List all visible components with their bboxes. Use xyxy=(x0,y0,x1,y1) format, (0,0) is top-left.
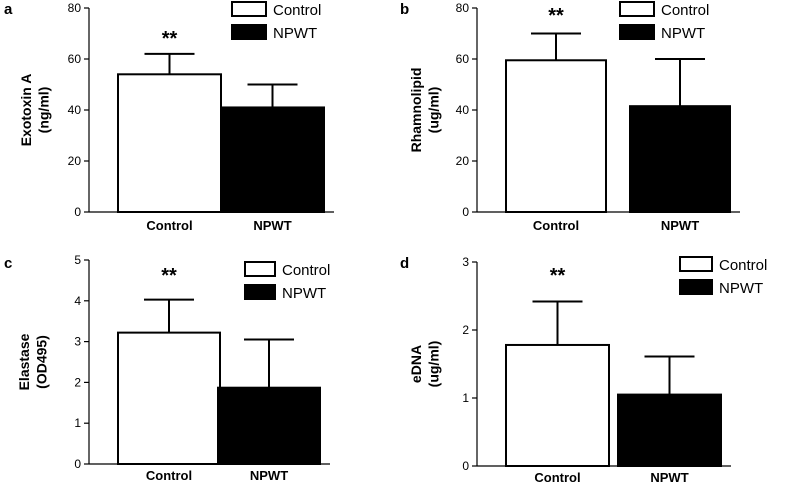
bar-control xyxy=(505,59,607,214)
legend-swatch-control xyxy=(231,1,267,17)
y-axis-label-line1: Exotoxin A xyxy=(18,74,34,147)
y-tick-label: 20 xyxy=(456,154,470,168)
bar-control xyxy=(505,343,610,467)
chart-panel-a: 0 20 40 60 80 Exotoxin A (ng/ml) a Control ** NPWT… xyxy=(4,1,334,233)
y-tick-label: 3 xyxy=(462,255,469,269)
y-axis-label: Rhamnolipid (ug/ml) xyxy=(408,68,442,153)
bar-npwt xyxy=(629,105,731,213)
x-tick-label: Control xyxy=(533,218,579,233)
y-tick-label: 0 xyxy=(462,459,469,473)
y-tick-label: 1 xyxy=(74,416,81,430)
y-tick-label: 0 xyxy=(74,205,81,219)
legend-label: NPWT xyxy=(661,25,705,42)
significance-marker: ** xyxy=(162,28,178,50)
significance-marker: ** xyxy=(550,265,566,287)
panel-letter: d xyxy=(400,255,409,272)
legend-swatch-npwt xyxy=(244,284,276,300)
x-tick-label: NPWT xyxy=(250,468,288,483)
y-axis-label-line1: Rhamnolipid xyxy=(408,68,424,153)
y-axis-label-line2: (ug/ml) xyxy=(425,341,441,388)
legend-swatch-npwt xyxy=(231,24,267,40)
x-tick-label: NPWT xyxy=(650,470,688,485)
y-axis-label-line1: eDNA xyxy=(408,345,424,383)
y-tick-label: 3 xyxy=(74,335,81,349)
chart-panel-b: 0 20 40 60 80 Rhamnolipid (ug/ml) b Control ** NPW… xyxy=(400,1,740,233)
legend-swatch-control xyxy=(679,256,713,272)
y-tick-label: 0 xyxy=(74,457,81,471)
y-axis-label-line1: Elastase xyxy=(16,333,32,390)
y-tick-label: 80 xyxy=(68,1,82,15)
legend-swatch-control xyxy=(619,1,655,17)
y-tick-label: 20 xyxy=(68,154,82,168)
legend-swatch-control xyxy=(244,261,276,277)
legend-swatch-npwt xyxy=(619,24,655,40)
legend-label: NPWT xyxy=(273,25,317,42)
legend-label: Control xyxy=(282,262,330,279)
x-tick-label: Control xyxy=(146,468,192,483)
y-tick-label: 2 xyxy=(74,375,81,389)
bar-control xyxy=(117,331,221,465)
x-tick-label: Control xyxy=(534,470,580,485)
y-axis-label-line2: (ng/ml) xyxy=(35,87,51,134)
x-tick-label: Control xyxy=(146,218,192,233)
y-tick-label: 80 xyxy=(456,1,470,15)
y-axis-label: eDNA (ug/ml) xyxy=(408,341,442,388)
y-tick-label: 60 xyxy=(68,52,82,66)
legend-label: Control xyxy=(719,257,767,274)
chart-panel-c: 0 1 2 3 4 5 Elastase (OD495) c Control ** NPWT Contr… xyxy=(4,253,330,483)
y-tick-label: 60 xyxy=(456,52,470,66)
y-tick-label: 1 xyxy=(462,391,469,405)
x-tick-label: NPWT xyxy=(253,218,291,233)
y-axis-label-line2: (OD495) xyxy=(33,335,49,389)
legend-label: NPWT xyxy=(282,285,326,302)
y-tick-label: 2 xyxy=(462,323,469,337)
y-tick-label: 40 xyxy=(456,103,470,117)
bar-npwt xyxy=(217,386,321,466)
y-axis-label-line2: (ug/ml) xyxy=(425,87,441,134)
significance-marker: ** xyxy=(161,265,177,287)
y-tick-label: 0 xyxy=(462,205,469,219)
bar-npwt xyxy=(617,393,722,468)
y-tick-label: 40 xyxy=(68,103,82,117)
legend-swatch-npwt xyxy=(679,279,713,295)
significance-marker: ** xyxy=(548,5,564,27)
x-tick-label: NPWT xyxy=(661,218,699,233)
y-tick-label: 5 xyxy=(74,253,81,267)
legend-label: NPWT xyxy=(719,280,763,297)
y-tick-label: 4 xyxy=(74,294,81,308)
panel-letter: a xyxy=(4,1,13,18)
chart-panel-d: 0 1 2 3 eDNA (ug/ml) d Control ** NPWT Control NPWT xyxy=(400,255,767,485)
bar-npwt xyxy=(220,106,325,213)
panel-letter: c xyxy=(4,255,12,272)
panel-letter: b xyxy=(400,1,409,18)
y-axis-label: Elastase (OD495) xyxy=(16,333,50,390)
legend-label: Control xyxy=(661,2,709,19)
bar-control xyxy=(117,73,222,213)
legend-label: Control xyxy=(273,2,321,19)
y-axis-label: Exotoxin A (ng/ml) xyxy=(18,74,52,147)
